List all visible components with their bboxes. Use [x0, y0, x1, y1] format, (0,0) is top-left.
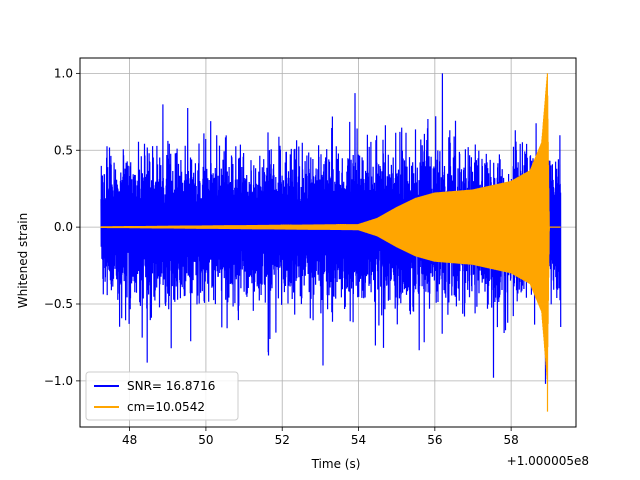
x-tick-label-2: 52: [275, 433, 290, 447]
series-line-cm: [100, 73, 561, 412]
x-tick-label-5: 58: [503, 433, 518, 447]
x-tick-label-1: 50: [198, 433, 213, 447]
legend-entry-0: SNR= 16.8716: [127, 379, 215, 393]
x-axis-label: Time (s): [311, 457, 361, 471]
legend: SNR= 16.8716 cm=10.0542: [85, 371, 239, 421]
y-axis-label: Whitened strain: [16, 213, 30, 309]
axes-frame: [79, 57, 577, 428]
y-tick-label-1: −0.5: [44, 297, 73, 311]
x-axis-offset-label: +1.000005e8: [507, 454, 589, 468]
y-tick-label-0: −1.0: [44, 374, 73, 388]
y-tick-label-2: 0.0: [54, 220, 73, 234]
x-tick-label-4: 56: [427, 433, 442, 447]
plot-area: [80, 58, 576, 427]
legend-entry-1: cm=10.0542: [127, 400, 205, 414]
y-tick-label-3: 0.5: [54, 143, 73, 157]
x-tick-label-0: 48: [122, 433, 137, 447]
y-tick-label-4: 1.0: [54, 66, 73, 80]
legend-box: [85, 371, 239, 421]
axes: 48 50 52 54 56 58 −1.0 −0.5 0.0 0.5 1.0: [44, 57, 577, 447]
x-tick-label-3: 54: [351, 433, 366, 447]
